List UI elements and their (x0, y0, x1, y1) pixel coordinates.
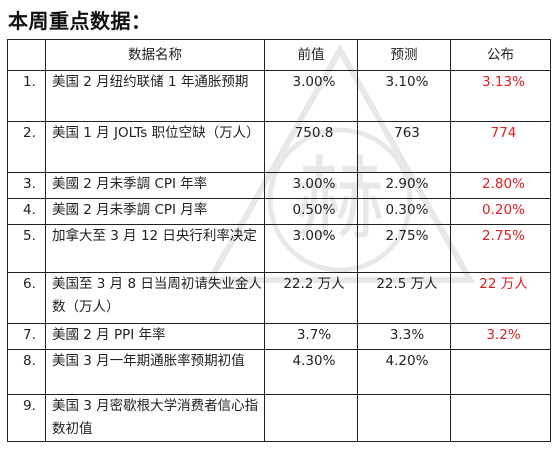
page-title: 本周重点数据： (8, 9, 152, 33)
row-index: 3. (7, 172, 46, 199)
row-forecast (357, 394, 451, 442)
header-actual: 公布 (450, 39, 551, 71)
row-prev: 3.00% (264, 224, 358, 273)
row-forecast: 3.3% (357, 323, 451, 350)
row-name: 美国 2 月纽约联储 1 年通胀预期 (45, 70, 265, 122)
row-forecast: 2.90% (357, 172, 451, 199)
row-prev: 3.00% (264, 172, 358, 199)
row-name: 美国 3 月密歇根大学消费者信心指数初值 (45, 394, 265, 442)
table-row: 4. 美國 2 月未季調 CPI 月率 0.50% 0.30% 0.20% (7, 198, 551, 225)
row-name: 加拿大至 3 月 12 日央行利率决定 (45, 224, 265, 273)
row-actual: 3.13% (450, 70, 551, 122)
row-forecast: 2.75% (357, 224, 451, 273)
table-row: 9. 美国 3 月密歇根大学消费者信心指数初值 (7, 394, 551, 442)
header-prev: 前值 (264, 39, 358, 71)
row-name: 美国 3 月一年期通胀率预期初值 (45, 349, 265, 395)
row-name: 美国至 3 月 8 日当周初请失业金人数（万人） (45, 272, 265, 324)
data-table: 数据名称 前值 预测 公布 1. 美国 2 月纽约联储 1 年通胀预期 3.00… (7, 39, 551, 442)
row-index: 5. (7, 224, 46, 273)
table-header-row: 数据名称 前值 预测 公布 (7, 39, 551, 71)
header-name: 数据名称 (45, 39, 265, 71)
table-row: 6. 美国至 3 月 8 日当周初请失业金人数（万人） 22.2 万人 22.5… (7, 272, 551, 324)
header-forecast: 预测 (357, 39, 451, 71)
table-row: 8. 美国 3 月一年期通胀率预期初值 4.30% 4.20% (7, 349, 551, 395)
row-forecast: 0.30% (357, 198, 451, 225)
row-index: 9. (7, 394, 46, 442)
table-row: 7. 美國 2 月 PPI 年率 3.7% 3.3% 3.2% (7, 323, 551, 350)
row-index: 7. (7, 323, 46, 350)
row-prev: 0.50% (264, 198, 358, 225)
row-name: 美國 2 月未季調 CPI 年率 (45, 172, 265, 199)
row-forecast: 3.10% (357, 70, 451, 122)
table-row: 5. 加拿大至 3 月 12 日央行利率决定 3.00% 2.75% 2.75% (7, 224, 551, 273)
row-actual: 3.2% (450, 323, 551, 350)
row-prev (264, 394, 358, 442)
row-name: 美國 2 月未季調 CPI 月率 (45, 198, 265, 225)
row-prev: 750.8 (264, 121, 358, 173)
row-prev: 3.7% (264, 323, 358, 350)
row-prev: 22.2 万人 (264, 272, 358, 324)
row-name: 美國 2 月 PPI 年率 (45, 323, 265, 350)
row-prev: 4.30% (264, 349, 358, 395)
row-actual: 774 (450, 121, 551, 173)
row-prev: 3.00% (264, 70, 358, 122)
table-row: 3. 美國 2 月未季調 CPI 年率 3.00% 2.90% 2.80% (7, 172, 551, 199)
table-row: 1. 美国 2 月纽约联储 1 年通胀预期 3.00% 3.10% 3.13% (7, 70, 551, 122)
row-forecast: 763 (357, 121, 451, 173)
row-index: 8. (7, 349, 46, 395)
row-actual: 22 万人 (450, 272, 551, 324)
row-forecast: 22.5 万人 (357, 272, 451, 324)
row-actual: 2.75% (450, 224, 551, 273)
row-index: 4. (7, 198, 46, 225)
header-index (7, 39, 46, 71)
row-actual (450, 394, 551, 442)
table-row: 2. 美国 1 月 JOLTs 职位空缺（万人） 750.8 763 774 (7, 121, 551, 173)
row-index: 2. (7, 121, 46, 173)
row-index: 1. (7, 70, 46, 122)
row-index: 6. (7, 272, 46, 324)
row-actual: 0.20% (450, 198, 551, 225)
row-forecast: 4.20% (357, 349, 451, 395)
row-actual (450, 349, 551, 395)
row-actual: 2.80% (450, 172, 551, 199)
row-name: 美国 1 月 JOLTs 职位空缺（万人） (45, 121, 265, 173)
